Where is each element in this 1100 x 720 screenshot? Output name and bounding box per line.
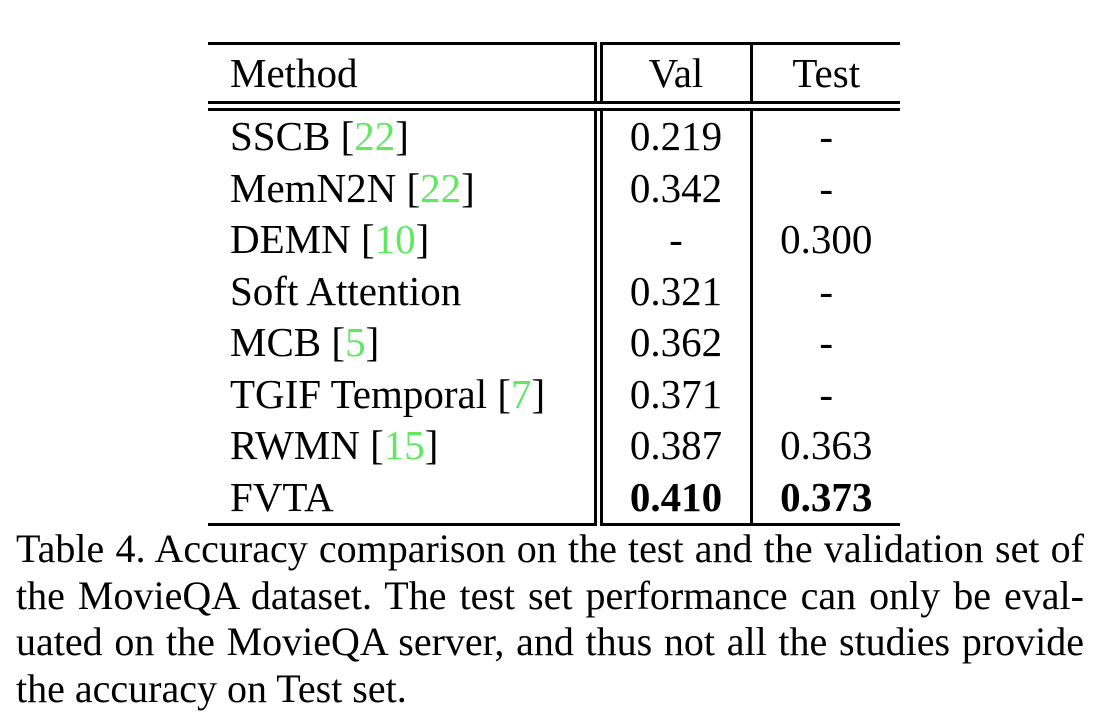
table-row: TGIF Temporal [7] 0.371 -	[208, 368, 900, 420]
test-cell: -	[819, 370, 834, 417]
column-header-method: Method	[208, 43, 603, 111]
method-label: MCB	[230, 319, 322, 366]
table-row: MCB [5] 0.362 -	[208, 317, 900, 369]
citation-link[interactable]: 15	[383, 422, 425, 469]
method-cell: TGIF Temporal [7]	[208, 368, 603, 420]
table-row: Soft Attention 0.321 -	[208, 265, 900, 317]
table-row: FVTA 0.410 0.373	[208, 471, 900, 525]
test-cell: -	[819, 267, 834, 314]
val-cell: 0.342	[598, 162, 753, 214]
method-label: Soft Attention	[230, 267, 462, 314]
method-cell: DEMN [10]	[208, 214, 603, 266]
results-table: Method Val Test SSCB [22] 0.219- MemN2N [2…	[208, 42, 900, 526]
table-row: RWMN [15] 0.387 0.363	[208, 420, 900, 472]
citation-link[interactable]: 10	[374, 216, 416, 263]
test-cell: -	[819, 319, 834, 366]
test-cell: -	[819, 164, 834, 211]
caption-line: uated on the MovieQA server, and thus no…	[16, 619, 1084, 664]
method-cell: SSCB [22]	[208, 106, 603, 163]
table-caption: Table 4. Accuracy comparison on the test…	[16, 526, 1084, 712]
method-label: SSCB	[230, 113, 331, 160]
table-row: DEMN [10] -0.300	[208, 214, 900, 266]
table-row: MemN2N [22] 0.342 -	[208, 162, 900, 214]
table-row: SSCB [22] 0.219 -	[208, 106, 900, 163]
column-header-test: Test	[751, 43, 900, 111]
method-cell: Soft Attention	[208, 265, 603, 317]
method-label: FVTA	[230, 473, 334, 520]
citation-link[interactable]: 22	[420, 164, 462, 211]
method-label: MemN2N	[230, 164, 397, 211]
val-cell: -	[598, 214, 753, 266]
method-label: TGIF Temporal	[230, 370, 488, 417]
method-cell: RWMN [15]	[208, 420, 603, 472]
test-cell: 0.373	[780, 473, 873, 520]
val-cell: 0.387	[598, 420, 753, 472]
val-cell: 0.371	[598, 368, 753, 420]
method-label: RWMN	[230, 422, 360, 469]
method-cell: FVTA	[208, 471, 603, 525]
citation-link[interactable]: 7	[511, 370, 532, 417]
val-cell: 0.362	[598, 317, 753, 369]
test-cell: -	[819, 113, 834, 160]
header-row: Method Val Test	[208, 43, 900, 111]
method-label: DEMN	[230, 216, 351, 263]
citation-link[interactable]: 5	[345, 319, 366, 366]
val-cell: 0.410	[598, 471, 753, 525]
val-cell: 0.321	[598, 265, 753, 317]
caption-line: Table 4. Accuracy comparison on the test…	[16, 526, 1084, 571]
val-cell: 0.219	[598, 106, 753, 163]
citation-link[interactable]: 22	[354, 113, 396, 160]
test-cell: 0.300	[780, 216, 873, 263]
method-cell: MemN2N [22]	[208, 162, 603, 214]
column-header-val: Val	[598, 43, 753, 111]
test-cell: 0.363	[780, 422, 873, 469]
caption-line: the accuracy on Test set.	[16, 665, 407, 711]
method-cell: MCB [5]	[208, 317, 603, 369]
caption-line: the MovieQA dataset. The test set perfor…	[16, 572, 1084, 618]
